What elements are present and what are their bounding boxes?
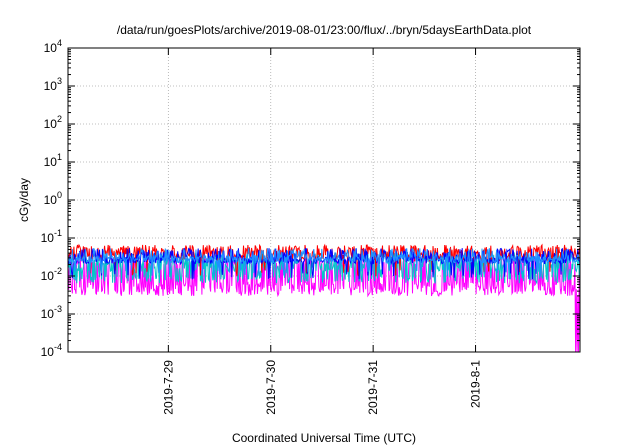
series-line — [67, 247, 581, 277]
y-tick-label: 10-3 — [41, 304, 62, 321]
y-tick-label: 10-1 — [41, 228, 62, 245]
y-tick-label: 10-2 — [41, 266, 62, 283]
y-tick-label: 100 — [44, 190, 62, 207]
x-tick-label: 2019-7-29 — [161, 360, 175, 415]
x-axis-label: Coordinated Universal Time (UTC) — [232, 431, 416, 445]
chart-title: /data/run/goesPlots/archive/2019-08-01/2… — [117, 23, 532, 37]
tick-group: 10-4 10-3 10-2 10-1 100 101 102 103 104 2019-7-29… — [41, 38, 580, 415]
x-tick-label: 2019-8-1 — [469, 360, 483, 408]
y-axis-label: cGy/day — [17, 178, 31, 222]
y-tick-label: 10-4 — [41, 342, 62, 359]
x-tick-label: 2019-7-31 — [366, 360, 380, 415]
series-line — [67, 257, 581, 353]
y-tick-label: 103 — [44, 76, 62, 93]
x-tick-label: 2019-7-30 — [264, 360, 278, 415]
grid — [68, 48, 580, 352]
y-tick-label: 101 — [44, 152, 62, 169]
y-tick-label: 104 — [44, 38, 62, 55]
y-tick-label: 102 — [44, 114, 62, 131]
series-group — [67, 243, 581, 353]
